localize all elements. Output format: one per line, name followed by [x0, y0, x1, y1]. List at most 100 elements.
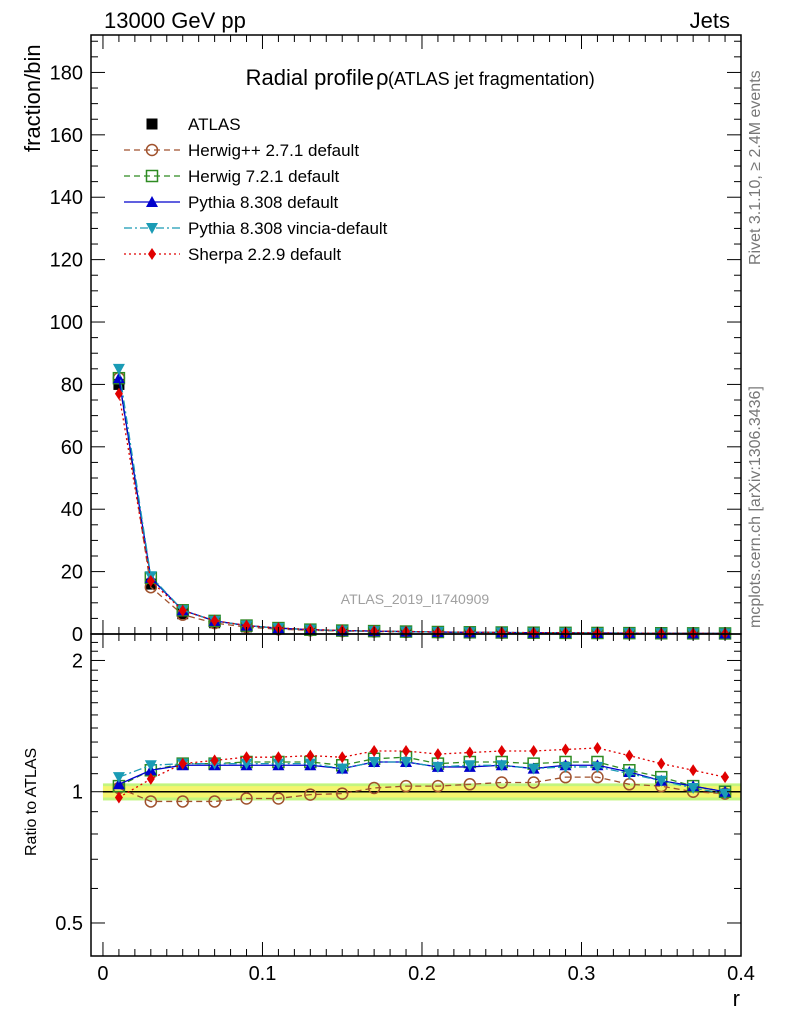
data-point: [368, 756, 381, 768]
x-tick-label: 0.2: [408, 963, 436, 985]
data-point: [274, 751, 283, 764]
legend-label: Herwig 7.2.1 default: [188, 167, 339, 186]
data-point: [335, 787, 349, 800]
legend: ATLAS Herwig++ 2.7.1 default Herwig 7.2.1 …: [124, 115, 388, 264]
data-point: [497, 744, 506, 757]
data-point: [114, 387, 123, 400]
data-point: [433, 748, 442, 761]
x-tick-label: 0.3: [568, 963, 596, 985]
legend-label: ATLAS: [188, 115, 241, 134]
data-point: [336, 763, 349, 775]
data-point: [112, 778, 125, 790]
plot-title-symbol: ρ: [376, 65, 389, 90]
y-tick-label: 80: [61, 374, 83, 396]
y-tick-label: 40: [61, 499, 83, 521]
data-point: [210, 614, 219, 627]
data-point: [304, 788, 317, 801]
data-point: [144, 760, 157, 772]
data-point: [112, 372, 125, 384]
legend-entry: Herwig++ 2.7.1 default: [124, 141, 359, 160]
data-point: [559, 761, 572, 773]
analysis-watermark: ATLAS_2019_I1740909: [341, 591, 490, 607]
y-tick-label: 160: [50, 125, 83, 147]
data-point: [657, 757, 666, 770]
series-4: [114, 741, 730, 804]
data-point: [338, 751, 347, 764]
x-tick-label: 0.4: [727, 963, 755, 985]
legend-label: Pythia 8.308 default: [188, 193, 339, 212]
y-tick-label: 0: [72, 624, 83, 646]
ratio-xlabel: r: [733, 986, 740, 1011]
data-point: [495, 776, 508, 789]
data-point: [431, 779, 445, 793]
data-point: [402, 744, 411, 757]
series-line: [118, 747, 726, 799]
legend-entry: Herwig 7.2.1 default: [124, 167, 339, 186]
y-tick-label: 20: [61, 562, 83, 584]
data-point: [240, 758, 253, 770]
data-point: [242, 619, 251, 632]
plot-title-note: (ATLAS jet fragmentation): [388, 69, 595, 89]
legend-marker: [148, 248, 156, 260]
legend-entry: ATLAS: [146, 115, 241, 134]
data-point: [593, 741, 602, 754]
mcplots-citation-label: mcplots.cern.ch [arXiv:1306.3436]: [747, 386, 764, 628]
y-tick-label: 140: [50, 187, 83, 209]
legend-label: Pythia 8.308 vincia-default: [188, 219, 388, 238]
data-point: [561, 743, 570, 756]
legend-entry: Sherpa 2.2.9 default: [124, 245, 341, 264]
data-point: [721, 771, 730, 784]
data-point: [272, 758, 285, 770]
legend-marker: [146, 196, 158, 207]
legend-marker: [146, 118, 158, 130]
rivet-version-label: Rivet 3.1.10, ≥ 2.4M events: [747, 70, 764, 265]
data-point: [463, 778, 477, 791]
data-point: [176, 795, 189, 808]
data-point: [527, 776, 540, 789]
plot-title-main: Radial profile: [246, 65, 374, 90]
data-point: [463, 760, 476, 772]
y-tick-label: 120: [50, 250, 83, 272]
series-line: [118, 393, 726, 635]
data-point: [112, 363, 125, 375]
legend-label: Sherpa 2.2.9 default: [188, 245, 341, 264]
data-point: [431, 761, 444, 773]
x-tick-label: 0: [97, 963, 108, 985]
y-tick-label: 60: [61, 437, 83, 459]
main-ylabel: fraction/bin: [20, 44, 45, 152]
legend-label: Herwig++ 2.7.1 default: [188, 141, 359, 160]
y-tick-label: 1: [72, 782, 83, 804]
data-point: [178, 604, 187, 617]
series-3: [112, 756, 732, 800]
y-tick-label: 2: [72, 650, 83, 672]
data-point: [240, 792, 253, 805]
data-point: [591, 761, 604, 773]
data-point: [242, 751, 251, 764]
ratio-panel: 0.5 1 2 0 0.1 0.2 0.3 0.4: [55, 634, 755, 985]
data-point: [112, 772, 125, 784]
data-point: [210, 754, 219, 767]
data-point: [655, 775, 668, 787]
data-point: [178, 757, 187, 770]
data-point: [465, 746, 474, 759]
y-tick-label: 180: [50, 62, 83, 84]
data-point: [144, 795, 158, 808]
legend-marker: [145, 143, 159, 157]
data-point: [529, 744, 538, 757]
header-process-label: Jets: [690, 8, 730, 33]
data-point: [625, 749, 634, 762]
data-point: [370, 744, 379, 757]
data-point: [689, 764, 698, 777]
ratio-ylabel: Ratio to ATLAS: [23, 748, 40, 856]
y-tick-label: 0.5: [55, 913, 83, 935]
data-point: [208, 795, 221, 808]
data-point: [114, 791, 123, 804]
ratio-frame: [90, 633, 742, 957]
data-point: [623, 768, 636, 780]
data-point: [527, 763, 540, 775]
data-point: [306, 749, 315, 762]
data-point: [400, 756, 413, 768]
y-tick-label: 100: [50, 312, 83, 334]
legend-marker: [146, 223, 158, 234]
